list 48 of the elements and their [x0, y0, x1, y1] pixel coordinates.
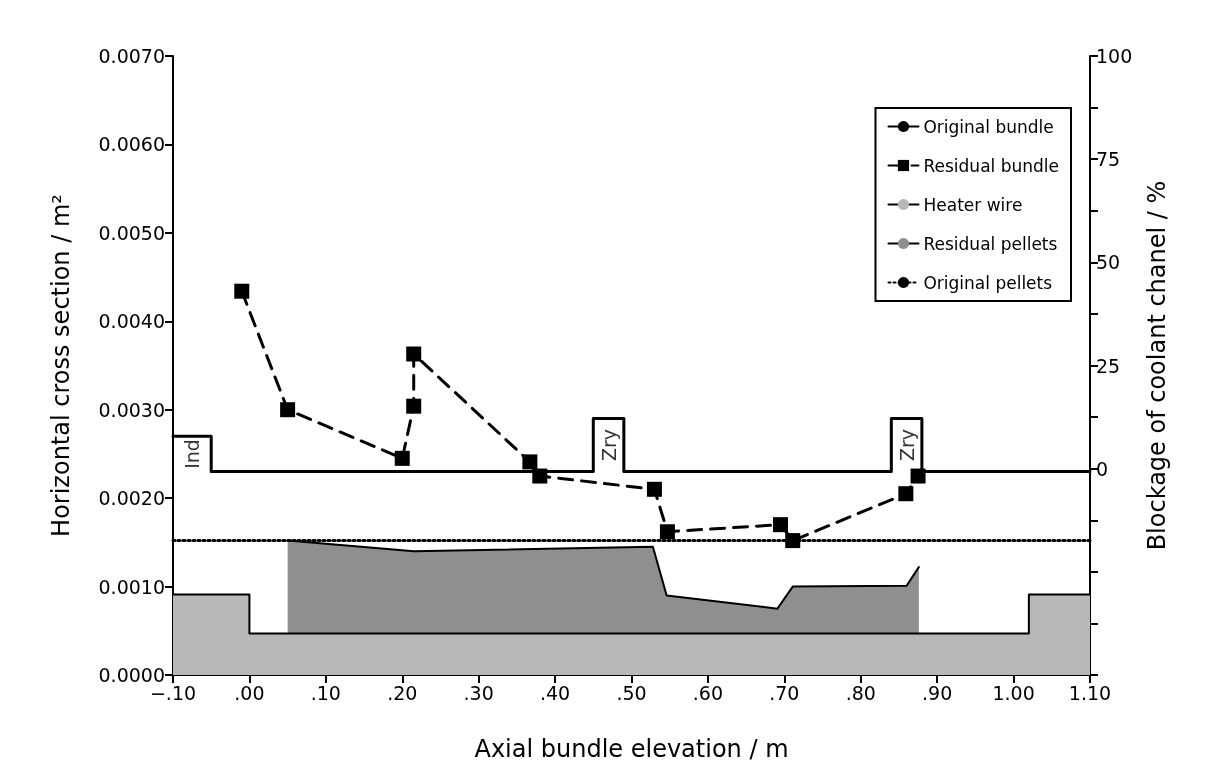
y-tick-label: 0.0040 [98, 310, 165, 333]
point [910, 468, 926, 484]
point [532, 468, 548, 484]
point [898, 486, 914, 502]
x-tick-label: .30 [463, 681, 494, 704]
point [394, 450, 410, 466]
annotation: Ind [181, 439, 204, 469]
x-tick-label: 1.10 [1068, 681, 1112, 704]
legend-label: Residual pellets [923, 233, 1058, 254]
legend-label: Original pellets [923, 272, 1053, 293]
legend-label: Heater wire [923, 194, 1023, 215]
point [406, 346, 422, 362]
x-tick-label: .60 [692, 681, 724, 704]
point [646, 481, 662, 497]
legend-label: Original bundle [923, 116, 1054, 137]
x-tick-label: .40 [539, 681, 571, 704]
y-axis-title: Horizontal cross section / m² [47, 194, 75, 537]
y-tick-label: 0.0060 [98, 133, 165, 156]
y2-tick-label: 50 [1096, 251, 1121, 274]
point [234, 283, 250, 299]
x-tick-label: .80 [845, 681, 876, 704]
y-tick-label: 0.0050 [98, 221, 165, 244]
y2-tick-label: 75 [1096, 148, 1121, 171]
x-tick-label: .10 [310, 681, 341, 704]
point [659, 524, 675, 540]
annotation: Zry [597, 429, 620, 462]
annotation: Zry [895, 429, 918, 462]
point [406, 398, 422, 414]
point [280, 402, 296, 418]
y-tick-label: 0.0070 [98, 45, 165, 67]
x-axis-title: Axial bundle elevation / m [474, 735, 789, 763]
y2-tick-label: 25 [1096, 354, 1121, 377]
legend-label: Residual bundle [923, 155, 1060, 176]
y2-tick-label: 100 [1096, 45, 1133, 67]
point [522, 454, 538, 470]
y2-tick-label: 0 [1096, 457, 1109, 480]
x-tick-label: .00 [234, 681, 265, 704]
x-tick-label: .50 [616, 681, 647, 704]
y-tick-label: 0.0020 [98, 487, 165, 510]
point [773, 517, 789, 533]
x-tick-label: .70 [769, 681, 800, 704]
point [785, 533, 801, 549]
x-tick-label: .90 [922, 681, 953, 704]
y-tick-label: 0.0030 [98, 398, 165, 421]
y-tick-label: 0.0010 [98, 575, 165, 598]
x-tick-label: .20 [387, 681, 418, 704]
x-tick-label: 1.00 [992, 681, 1035, 704]
y2-axis-title: Blockage of coolant chanel / % [1143, 180, 1171, 551]
